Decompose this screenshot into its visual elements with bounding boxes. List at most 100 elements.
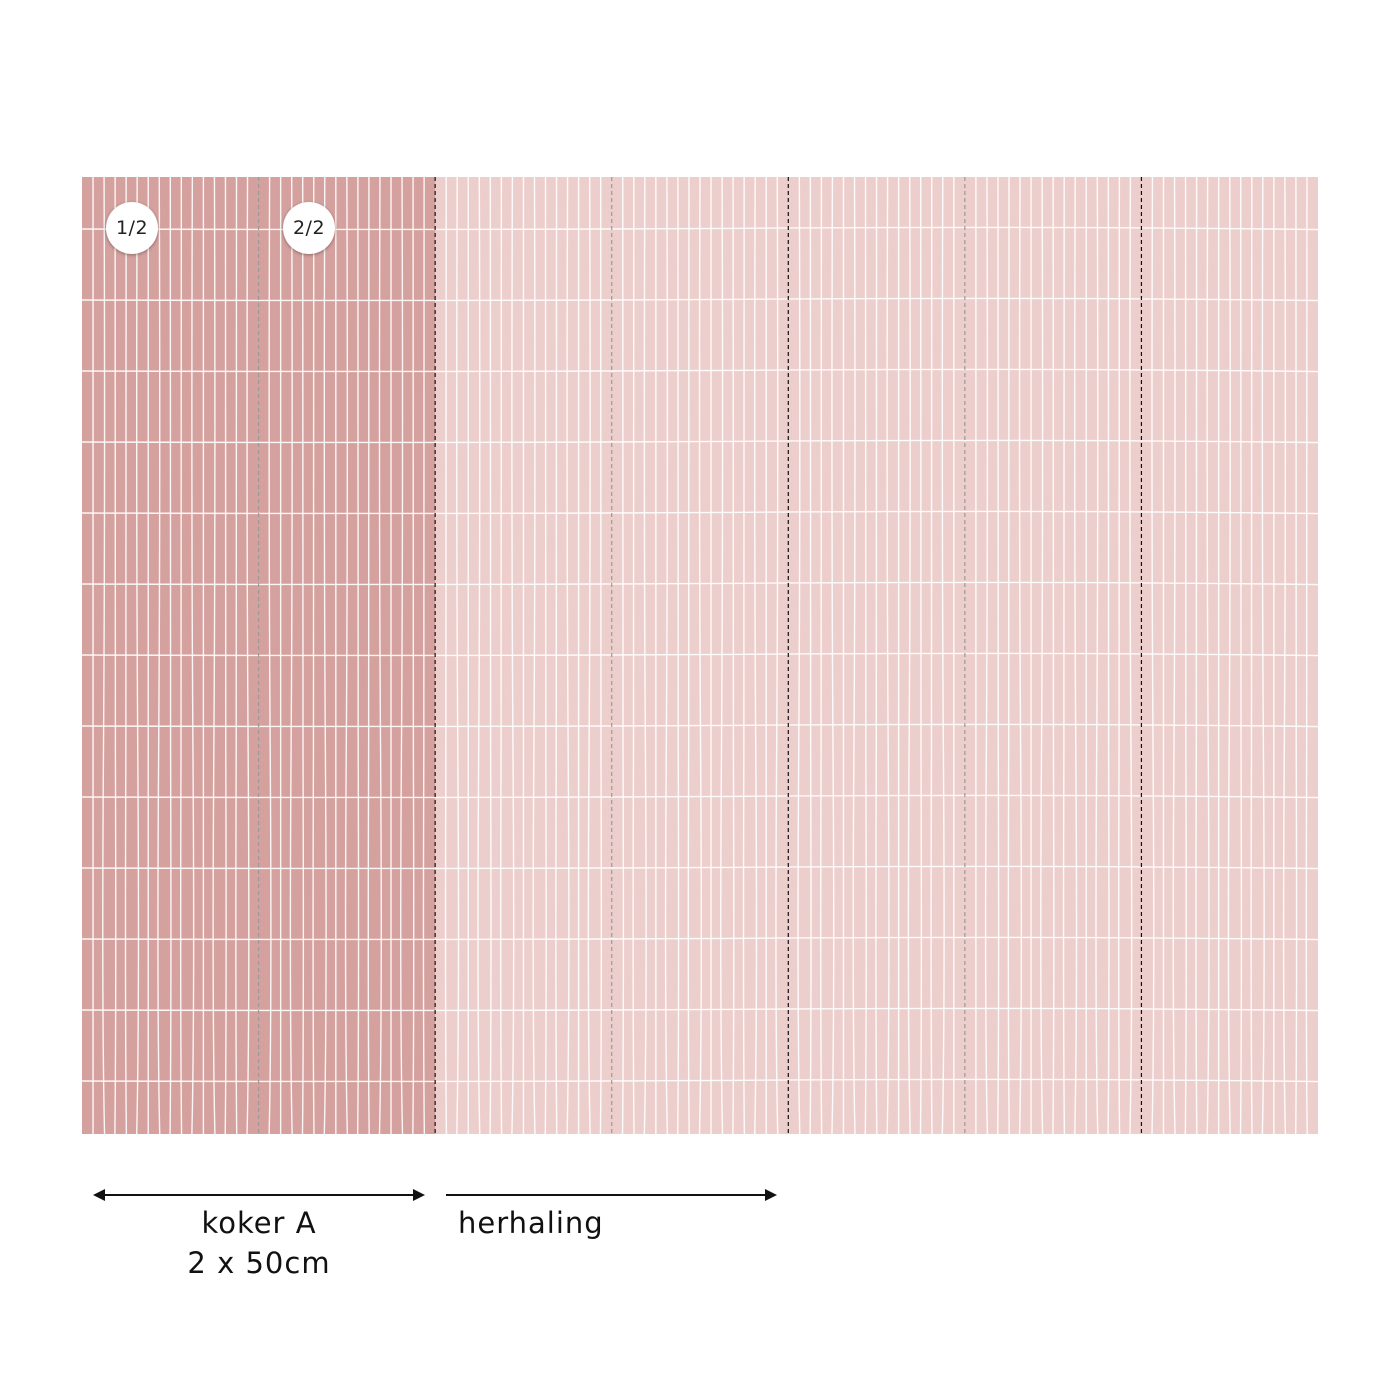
grid-line-vertical [621,177,625,1134]
grid-line-vertical [312,177,315,1134]
grid-line-vertical [268,177,272,1134]
grid-line-vertical [664,177,669,1134]
grid-line-horizontal [82,794,1318,799]
grid-line-vertical [323,177,327,1134]
panel-badge-1: 1/2 [106,202,158,254]
grid-line-vertical [367,177,370,1134]
grid-line-vertical [212,177,216,1134]
grid-line-vertical [566,177,570,1134]
grid-line-vertical [1118,177,1121,1134]
grid-line-vertical [1250,177,1253,1134]
dimension-arrows [93,1189,777,1201]
grid-line-horizontal [82,936,1318,941]
grid-line-vertical [907,177,911,1134]
grid-line-vertical [599,177,603,1134]
grid-line-vertical [775,177,779,1134]
grid-line-vertical [1062,177,1066,1134]
grid-line-vertical [1282,177,1287,1134]
grid-line-vertical [864,177,867,1134]
grid-line-horizontal [82,865,1318,870]
grid-line-vertical [1206,177,1210,1134]
grid-line-vertical [477,177,481,1134]
grid-line-vertical [1018,177,1023,1134]
grid-line-vertical [1261,177,1265,1134]
grid-line-horizontal [82,368,1318,373]
grid-line-vertical [135,177,140,1134]
grid-line-vertical [378,177,382,1134]
grid-line-vertical [742,177,746,1134]
grid-line-vertical [422,177,426,1134]
grid-line-vertical [1239,177,1243,1134]
grid-line-horizontal [82,297,1318,302]
grid-line-vertical [301,177,305,1134]
grid-line-vertical [444,177,448,1134]
grid-line-horizontal [82,439,1318,444]
grid-line-vertical [831,177,835,1134]
grid-line-vertical [1129,177,1133,1134]
grid-line-vertical [246,177,250,1134]
grid-line-horizontal [82,1078,1318,1083]
roll-width-arrow-icon [93,1189,425,1201]
grid-line-vertical [500,177,503,1134]
roll-size-label: 2 x 50cm [187,1246,331,1280]
roll-name-label: koker A [201,1206,317,1240]
grid-line-vertical [643,177,647,1134]
grid-line-vertical [687,177,690,1134]
grid-line-vertical [1305,177,1308,1134]
grid-line-horizontal [82,1007,1318,1012]
grid-line-vertical [511,177,515,1134]
grid-line-vertical [289,177,293,1134]
grid-line-vertical [489,177,492,1134]
grid-line-vertical [676,177,680,1134]
grid-line-vertical [820,177,823,1134]
grid-line-vertical [732,177,735,1134]
panel-badge-2: 2/2 [283,202,335,254]
grid-line-vertical [235,177,238,1134]
grid-line-vertical [179,177,183,1134]
grid-line-vertical [1040,177,1044,1134]
grid-line-vertical [753,177,758,1134]
repeat-label: herhaling [458,1206,604,1240]
grid-line-vertical [456,177,460,1134]
grid-line-vertical [344,177,349,1134]
grid-line-vertical [356,177,360,1134]
grid-line-vertical [919,177,923,1134]
grid-line-horizontal [82,723,1318,728]
grid-line-vertical [114,177,117,1134]
grid-line-vertical [632,177,635,1134]
grid-line-horizontal [82,652,1318,657]
grid-line-vertical [1195,177,1198,1134]
grid-line-vertical [852,177,856,1134]
grid-line-vertical [400,177,404,1134]
grid-line-vertical [1095,177,1099,1134]
grid-line-vertical [1294,177,1298,1134]
grid-line-vertical [1107,177,1110,1134]
grid-line-vertical [555,177,558,1134]
grid-line-horizontal [82,510,1318,515]
grid-line-vertical [984,177,989,1134]
grid-line-horizontal [82,581,1318,586]
grid-line-vertical [1172,177,1176,1134]
grid-line-vertical [930,177,933,1134]
grid-line-vertical [886,177,890,1134]
grid-line-vertical [157,177,161,1134]
grid-line-vertical [720,177,724,1134]
grid-line-vertical [809,177,812,1134]
grid-line-vertical [1074,177,1078,1134]
grid-line-vertical [1184,177,1187,1134]
grid-line-vertical [997,177,1000,1134]
grid-line-vertical [224,177,227,1134]
grid-line-vertical [1227,177,1231,1134]
grid-line-vertical [544,177,547,1134]
grid-line-vertical [169,177,172,1134]
wallpaper-panels [82,177,1318,1134]
grid-line-vertical [124,177,128,1134]
grid-line-vertical [1151,177,1155,1134]
repeat-arrow-icon [446,1189,777,1201]
grid-line-vertical [191,177,195,1134]
grid-line-vertical [698,177,702,1134]
grid-line-vertical [1007,177,1010,1134]
grid-line-vertical [1052,177,1055,1134]
grid-line-vertical [102,177,106,1134]
grid-line-vertical [941,177,945,1134]
